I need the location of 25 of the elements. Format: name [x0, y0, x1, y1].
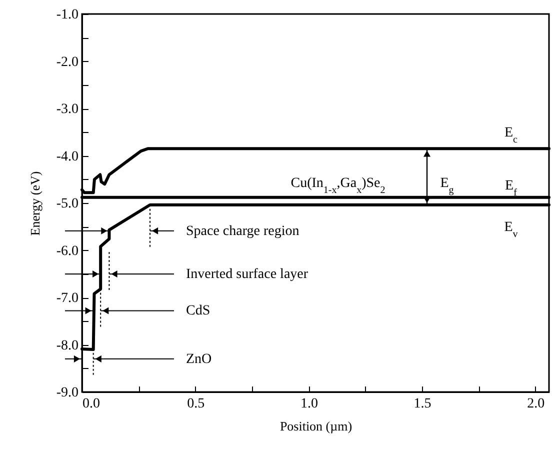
y-tick-label: -6.0 — [56, 244, 78, 259]
x-tick-label: 1.5 — [414, 396, 432, 412]
y-tick-label: -7.0 — [56, 291, 78, 306]
y-tick-label: -3.0 — [56, 102, 78, 117]
annotation: Space charge region — [186, 224, 300, 239]
x-tick-label: 1.0 — [300, 396, 318, 412]
annotation: Cu(In$_{1-x}$,Ga$_{x}$)Se$_{2}$ — [290, 176, 386, 196]
series-label: E$_{v}$ — [504, 220, 518, 240]
annotation: CdS — [186, 304, 210, 319]
y-tick-label: -1.0 — [56, 8, 78, 22]
annotation: E$_{g}$ — [440, 176, 454, 196]
y-tick-label: -2.0 — [56, 54, 78, 70]
y-tick-label: -9.0 — [56, 386, 78, 400]
annotation: ZnO — [186, 352, 212, 367]
y-tick-label: -5.0 — [56, 196, 78, 212]
y-tick-label: -8.0 — [56, 338, 78, 354]
y-tick-label: -4.0 — [56, 149, 78, 164]
x-axis-title: Position (µm) — [280, 418, 352, 434]
series-label: E$_{f}$ — [505, 178, 518, 198]
x-tick-label: 2.0 — [527, 396, 545, 412]
x-tick-label: 0.0 — [82, 396, 100, 412]
y-axis-title: Energy (eV) — [27, 171, 42, 236]
x-tick-label: 0.5 — [187, 396, 205, 412]
series-label: E$_{c}$ — [504, 126, 518, 146]
annotation: Inverted surface layer — [186, 267, 308, 282]
